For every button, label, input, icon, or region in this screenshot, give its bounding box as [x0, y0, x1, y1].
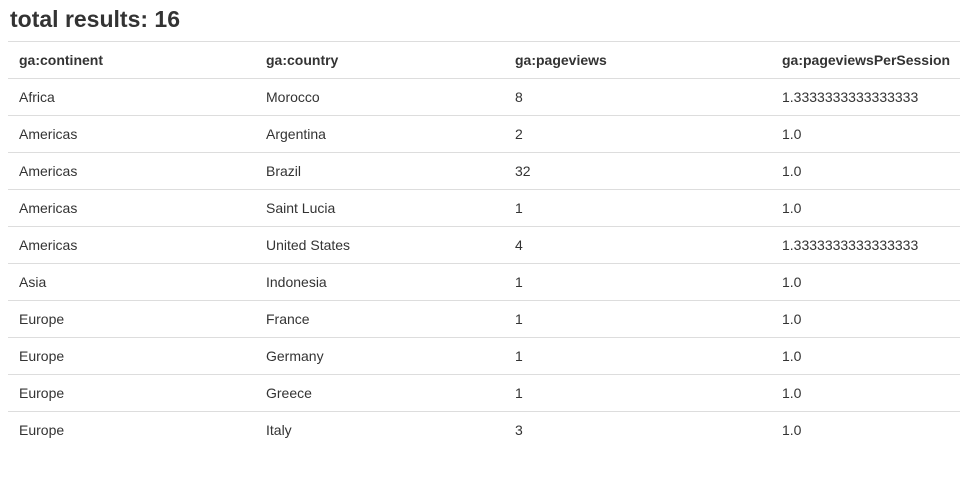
cell-pageviews-per-session: 1.0: [771, 152, 960, 190]
table-row: Europe Italy 3 1.0: [8, 411, 960, 448]
cell-continent: Americas: [8, 152, 255, 190]
cell-pageviews: 1: [504, 189, 771, 227]
cell-pageviews: 8: [515, 89, 523, 105]
cell-country: Argentina: [255, 115, 504, 153]
cell-pageviews: 2: [504, 115, 771, 153]
cell-pageviews-per-session: 1.0: [771, 411, 960, 448]
cell-country: Brazil: [255, 152, 504, 190]
cell-continent: Asia: [8, 263, 255, 301]
table-row: Asia Indonesia 1 1.0: [8, 263, 960, 301]
cell-country: United States: [255, 226, 504, 264]
cell-country: Morocco: [266, 89, 320, 105]
cell-continent: Americas: [8, 226, 255, 264]
table-row: Americas Saint Lucia 1 1.0: [8, 189, 960, 227]
header-continent: ga:continent: [8, 41, 255, 79]
cell-continent: Americas: [8, 189, 255, 227]
cell-country: Saint Lucia: [255, 189, 504, 227]
cell-pageviews-per-session: 1.0: [771, 300, 960, 338]
cell-pageviews: 1: [504, 300, 771, 338]
table-body: Africa Morocco 8 1.3333333333333333 Amer…: [8, 79, 960, 448]
cell-pageviews: 1: [504, 374, 771, 412]
cell-pageviews-per-session: 1.0: [771, 374, 960, 412]
cell-continent: Americas: [8, 115, 255, 153]
header-pageviews-per-session: ga:pageviewsPerSession: [771, 41, 960, 79]
cell-pageviews-per-session: 1.0: [771, 263, 960, 301]
cell-country: Indonesia: [255, 263, 504, 301]
cell-country: Italy: [255, 411, 504, 448]
cell-country: Greece: [255, 374, 504, 412]
cell-pageviews-per-session: 1.0: [771, 337, 960, 375]
table-row: Europe France 1 1.0: [8, 300, 960, 338]
header-pageviews: ga:pageviews: [504, 41, 771, 79]
table-row: Africa Morocco 8 1.3333333333333333: [8, 79, 960, 116]
cell-pageviews: 3: [504, 411, 771, 448]
cell-pageviews-per-session: 1.0: [771, 189, 960, 227]
cell-pageviews: 1: [504, 337, 771, 375]
cell-continent: Europe: [8, 337, 255, 375]
table-row: Americas Argentina 2 1.0: [8, 115, 960, 153]
total-results-heading: total results: 16: [10, 6, 180, 32]
cell-country: France: [255, 300, 504, 338]
table-row: Europe Germany 1 1.0: [8, 337, 960, 375]
cell-pageviews: 32: [504, 152, 771, 190]
header-row: ga:continent ga:country ga:pageviews ga:…: [8, 41, 960, 79]
cell-pageviews-per-session: 1.3333333333333333: [771, 226, 960, 264]
cell-pageviews: 4: [504, 226, 771, 264]
cell-pageviews-per-session: 1.3333333333333333: [782, 89, 919, 105]
cell-pageviews-per-session: 1.0: [771, 115, 960, 153]
cell-continent: Europe: [8, 300, 255, 338]
header-country: ga:country: [255, 41, 504, 79]
table-header: ga:continent ga:country ga:pageviews ga:…: [8, 41, 960, 79]
cell-continent: Europe: [8, 374, 255, 412]
results-table: ga:continent ga:country ga:pageviews ga:…: [8, 41, 960, 448]
cell-pageviews: 1: [504, 263, 771, 301]
cell-country: Germany: [255, 337, 504, 375]
cell-continent: Europe: [8, 411, 255, 448]
table-row: Americas Brazil 32 1.0: [8, 152, 960, 190]
table-row: Europe Greece 1 1.0: [8, 374, 960, 412]
cell-continent: Africa: [19, 89, 55, 105]
table-row: Americas United States 4 1.3333333333333…: [8, 226, 960, 264]
